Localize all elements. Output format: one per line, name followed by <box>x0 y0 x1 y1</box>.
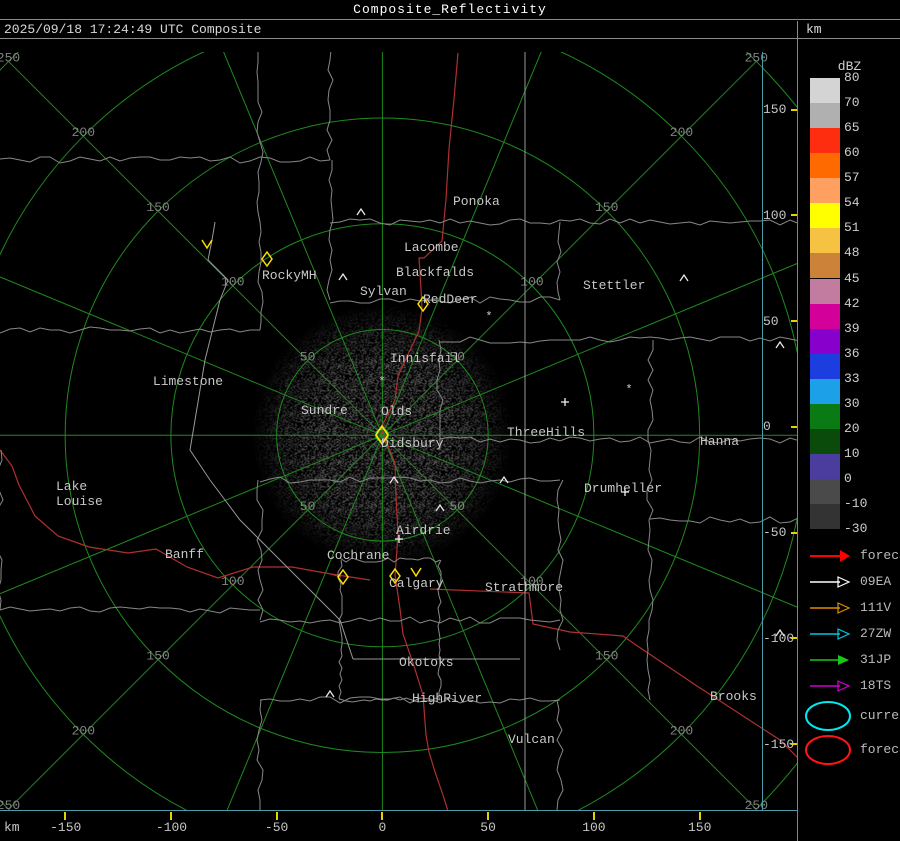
svg-text:100: 100 <box>520 275 543 290</box>
svg-text:Didsbury: Didsbury <box>381 436 444 451</box>
svg-text:*: * <box>485 310 492 324</box>
svg-text:RockyMH: RockyMH <box>262 268 317 283</box>
svg-text:Lacombe: Lacombe <box>404 240 459 255</box>
svg-text:150: 150 <box>595 200 618 215</box>
svg-text:Airdrie: Airdrie <box>396 523 451 538</box>
svg-text:150: 150 <box>146 649 169 664</box>
svg-text:Cochrane: Cochrane <box>327 548 389 563</box>
svg-text:Olds: Olds <box>381 404 412 419</box>
svg-text:200: 200 <box>670 723 693 738</box>
svg-text:Banff: Banff <box>165 547 204 562</box>
svg-text:200: 200 <box>72 723 95 738</box>
svg-text:150: 150 <box>595 649 618 664</box>
svg-text:*: * <box>378 375 385 389</box>
svg-text:Louise: Louise <box>56 494 103 509</box>
svg-text:200: 200 <box>72 125 95 140</box>
svg-text:50: 50 <box>449 499 465 514</box>
svg-text:Calgary: Calgary <box>389 576 444 591</box>
svg-text:HighRiver: HighRiver <box>412 691 482 706</box>
svg-text:Hanna: Hanna <box>700 434 739 449</box>
svg-text:250: 250 <box>745 52 768 65</box>
svg-text:50: 50 <box>300 499 316 514</box>
svg-text:Okotoks: Okotoks <box>399 655 454 670</box>
svg-text:RedDeer: RedDeer <box>423 292 478 307</box>
svg-text:150: 150 <box>146 200 169 215</box>
svg-text:Sylvan: Sylvan <box>360 284 407 299</box>
svg-text:Ponoka: Ponoka <box>453 194 500 209</box>
svg-text:Strathmore: Strathmore <box>485 580 563 595</box>
svg-text:Stettler: Stettler <box>583 278 645 293</box>
svg-text:250: 250 <box>0 798 20 810</box>
svg-text:Innisfail: Innisfail <box>390 351 460 366</box>
svg-text:Vulcan: Vulcan <box>508 732 555 747</box>
svg-text:200: 200 <box>670 125 693 140</box>
svg-text:Blackfalds: Blackfalds <box>396 265 474 280</box>
svg-text:250: 250 <box>745 798 768 810</box>
svg-text:Limestone: Limestone <box>153 374 223 389</box>
svg-text:Lake: Lake <box>56 479 87 494</box>
svg-text:Sundre: Sundre <box>301 403 348 418</box>
svg-text:Drumheller: Drumheller <box>584 481 662 496</box>
svg-text:50: 50 <box>300 350 316 365</box>
svg-text:250: 250 <box>0 52 20 65</box>
svg-text:Brooks: Brooks <box>710 689 757 704</box>
svg-text:ThreeHills: ThreeHills <box>507 425 585 440</box>
svg-text:*: * <box>625 383 632 397</box>
